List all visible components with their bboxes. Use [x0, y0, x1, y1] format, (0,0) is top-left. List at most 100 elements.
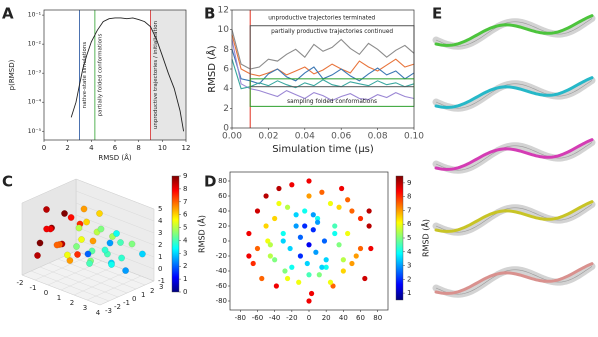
point — [321, 238, 328, 244]
y-tick-label: 10⁻³ — [28, 70, 42, 77]
x-tick-label: 0.08 — [368, 132, 388, 142]
helix-reference-edge — [435, 142, 593, 171]
point — [128, 240, 136, 248]
y-tick-label: 40 — [218, 207, 227, 215]
colorbar-tick-label: 7 — [407, 206, 411, 214]
colorbar-tick-label: 9 — [183, 172, 187, 180]
x-tick-label: 2 — [65, 144, 69, 152]
x-axis-label: Simulation time (μs) — [272, 144, 374, 155]
point — [308, 290, 315, 297]
y-tick-label: -20 — [216, 252, 227, 260]
point — [289, 264, 295, 270]
y-tick-label: 60 — [218, 192, 227, 200]
point — [306, 193, 312, 199]
colorbar-tick-label: 9 — [407, 179, 411, 187]
point — [357, 215, 364, 222]
point — [53, 241, 61, 249]
trajectory-line — [231, 39, 415, 102]
point — [296, 279, 302, 285]
colorbar-tick-label: 6 — [183, 211, 188, 219]
x-tick-label: 0.04 — [295, 132, 315, 142]
z-tick-label: 4 — [158, 217, 163, 225]
point — [327, 200, 334, 207]
grid-line — [21, 274, 101, 306]
point — [254, 208, 261, 214]
point — [254, 245, 261, 252]
point — [263, 193, 269, 199]
point — [122, 267, 129, 274]
point — [276, 200, 282, 207]
point — [74, 251, 81, 258]
point — [272, 257, 278, 263]
y-tick-label: 4 — [223, 84, 229, 94]
point — [302, 208, 308, 214]
point — [263, 223, 269, 229]
point — [75, 224, 83, 232]
point — [297, 234, 304, 240]
x-tick-label: 0 — [307, 314, 311, 322]
point — [282, 268, 288, 274]
colorbar-tick-label: 1 — [407, 289, 411, 297]
colorbar-tick-label: 3 — [407, 262, 411, 270]
point — [78, 236, 85, 243]
point — [86, 260, 93, 267]
point — [293, 223, 299, 229]
point — [259, 275, 265, 282]
point — [64, 251, 71, 259]
point — [310, 227, 316, 233]
y-tick-label: 0 — [132, 295, 136, 303]
grid-line — [75, 238, 155, 270]
point — [336, 204, 342, 210]
point — [280, 238, 286, 244]
grid-line — [39, 266, 119, 298]
shaded-region — [150, 10, 186, 140]
z-tick-label: 0 — [158, 265, 162, 273]
x-tick-label: -80 — [235, 314, 246, 322]
colorbar-tick-label: 3 — [183, 249, 187, 257]
x-tick-label: 6 — [113, 144, 118, 152]
point — [36, 239, 44, 247]
point — [345, 197, 351, 203]
y-tick-label: 0 — [223, 237, 227, 245]
point — [43, 225, 50, 233]
point — [323, 257, 329, 263]
grid-line — [75, 190, 155, 222]
z-tick-label: 2 — [158, 241, 162, 249]
helix-reference-edge — [435, 204, 593, 233]
point — [73, 243, 80, 250]
point — [89, 237, 97, 245]
z-tick-label: -1 — [158, 277, 165, 285]
point — [96, 210, 103, 217]
y-tick-label: -80 — [216, 297, 227, 305]
y-tick-label: 10⁻¹ — [28, 12, 42, 19]
annotation-label: partially productive trajectories contin… — [271, 29, 393, 35]
point — [108, 261, 115, 268]
panel-letter: E — [432, 5, 442, 23]
colorbar — [395, 175, 404, 301]
helix-reference-edge — [435, 80, 593, 109]
y-tick-label: 3 — [159, 283, 163, 291]
x-tick-label: 4 — [96, 309, 101, 317]
grid-line — [30, 270, 110, 302]
grid-line — [66, 254, 146, 286]
colorbar-label: RMSD (Å) — [196, 215, 207, 253]
point — [349, 208, 355, 214]
y-tick-label: -60 — [216, 282, 227, 290]
panel-letter: A — [2, 5, 14, 23]
x-tick-label: 0 — [42, 144, 46, 152]
grid-line — [75, 202, 155, 234]
y-tick-label: 10 — [218, 25, 230, 35]
point — [366, 208, 372, 214]
point — [67, 214, 75, 221]
grid-line — [57, 258, 137, 290]
marker-label: native-state simulations — [82, 42, 88, 109]
y-tick-label: 10⁻⁵ — [28, 128, 42, 135]
y-tick-label: -40 — [216, 267, 227, 275]
colorbar-tick-label: 6 — [407, 220, 412, 228]
annotation-label: unproductive trajectories terminated — [268, 16, 375, 22]
colorbar-tick-label: 2 — [183, 262, 187, 270]
colorbar-tick-label: 4 — [183, 236, 188, 244]
point — [267, 242, 273, 248]
helix-model — [434, 138, 594, 171]
